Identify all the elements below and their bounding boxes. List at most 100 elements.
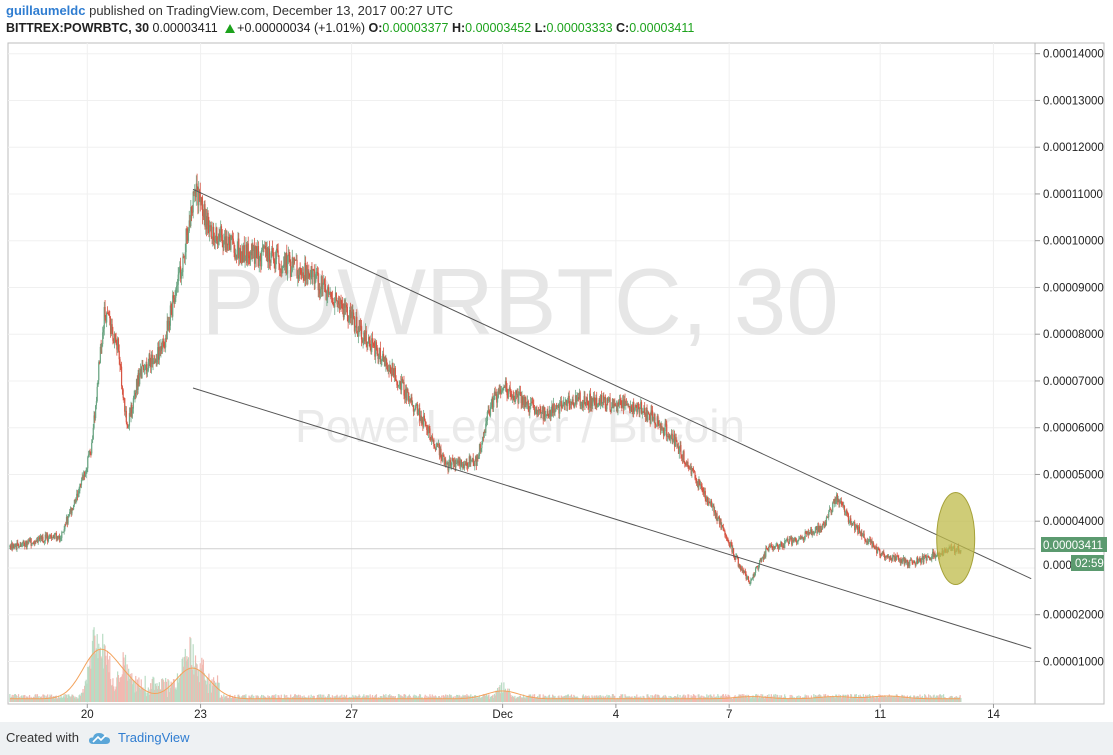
volume-bar — [912, 697, 914, 702]
candle-body — [438, 444, 440, 456]
candle-body — [74, 499, 76, 501]
volume-bar — [264, 696, 267, 702]
volume-bar — [925, 696, 927, 702]
author-link[interactable]: guillaumeldc — [6, 3, 86, 18]
volume-bar — [590, 698, 592, 702]
candle-body — [754, 568, 757, 573]
volume-bar — [370, 696, 372, 702]
volume-bar — [174, 689, 176, 702]
volume-bar — [762, 696, 765, 702]
price-chart[interactable]: POWRBTC, 30 PowerLedger / Bitcoin 0.0001… — [0, 42, 1113, 722]
candle-body — [242, 245, 245, 263]
candle-body — [645, 407, 647, 417]
volume-bar — [821, 696, 824, 702]
candle-body — [823, 524, 825, 528]
tradingview-brand-link[interactable]: TradingView — [118, 730, 190, 745]
volume-bar — [361, 696, 363, 702]
candle-body — [393, 367, 396, 377]
candle-body — [632, 401, 634, 413]
candle-body — [661, 425, 663, 429]
candle-body — [183, 256, 185, 258]
candle-body — [64, 524, 66, 530]
candle-body — [517, 394, 519, 403]
candle-body — [861, 532, 863, 537]
trendline[interactable] — [192, 188, 1032, 580]
volume-bar — [124, 654, 127, 702]
candle-body — [796, 541, 798, 543]
volume-bar — [331, 698, 333, 702]
candle-body — [920, 558, 923, 563]
candle-body — [288, 254, 290, 256]
candle-body — [202, 215, 204, 218]
candle-body — [179, 266, 182, 279]
volume-bar — [808, 697, 810, 702]
volume-bar — [130, 676, 132, 702]
candle-body — [805, 531, 807, 534]
candle-body — [104, 306, 106, 317]
candle-body — [518, 393, 520, 403]
price-tick-label: 0.00011000 — [1043, 189, 1103, 201]
candle-body — [190, 207, 193, 213]
candle-body — [28, 539, 31, 542]
volume-bar — [832, 695, 834, 702]
candle-body — [340, 299, 342, 304]
candle-body — [633, 410, 636, 412]
volume-bar — [589, 698, 592, 702]
candle-body — [240, 257, 242, 263]
volume-bar — [879, 696, 881, 702]
candle-body — [375, 342, 378, 350]
candle-body — [492, 397, 494, 408]
volume-bar — [511, 697, 513, 702]
candle-body — [434, 447, 437, 451]
candle-body — [214, 236, 216, 242]
volume-bar — [754, 696, 756, 702]
volume-bar — [818, 694, 820, 702]
candle-body — [83, 471, 85, 477]
candle-body — [58, 535, 60, 539]
candle-body — [460, 459, 462, 467]
trendline[interactable] — [192, 387, 1032, 649]
volume-bar — [205, 680, 207, 702]
candle-body — [845, 510, 847, 512]
candle-body — [838, 499, 840, 505]
volume-bar — [740, 695, 743, 702]
candle-body — [357, 326, 359, 337]
candle-body — [324, 284, 326, 293]
candle-body — [373, 343, 375, 346]
candle-body — [495, 394, 497, 396]
candle-body — [437, 444, 440, 446]
volume-bar — [622, 697, 625, 702]
highlight-group[interactable] — [936, 492, 976, 585]
candle-body — [592, 399, 594, 407]
candle-body — [627, 403, 629, 407]
candle-body — [695, 479, 698, 484]
candle-body — [493, 399, 495, 408]
candle-body — [349, 309, 351, 320]
volume-bar — [382, 694, 385, 702]
candle-body — [152, 361, 154, 364]
volume-bar — [315, 698, 317, 702]
candle-body — [877, 548, 879, 549]
candle-body — [770, 545, 772, 547]
volume-bar — [659, 697, 662, 702]
candle-body — [42, 536, 44, 542]
candle-body — [314, 277, 316, 285]
volume-bar — [875, 696, 877, 702]
candle-body — [262, 246, 264, 248]
candle-body — [827, 516, 829, 518]
candle-body — [202, 204, 204, 216]
candle-body — [351, 311, 353, 318]
volume-bar — [108, 672, 110, 702]
candle-body — [65, 516, 68, 525]
candle-body — [426, 425, 428, 430]
highlight-ellipse[interactable] — [936, 492, 976, 585]
candle-body — [433, 439, 435, 447]
trendlines[interactable] — [192, 188, 1032, 649]
price-axis[interactable]: 0.000140000.000130000.000120000.00011000… — [1034, 43, 1104, 704]
close-value: 0.00003411 — [629, 21, 695, 35]
volume-bar — [571, 696, 573, 702]
volume-bar — [21, 697, 24, 702]
time-axis[interactable]: 20 23 27 Dec 4 7 11 14 — [8, 703, 1104, 721]
volume-bar — [927, 697, 929, 702]
candle-body — [216, 227, 218, 242]
